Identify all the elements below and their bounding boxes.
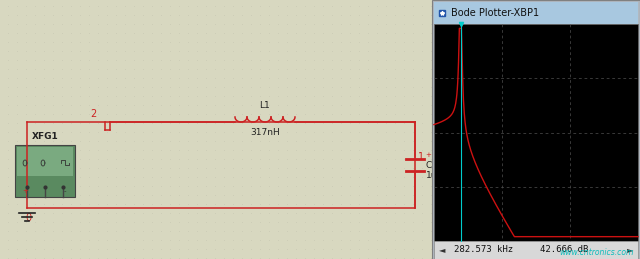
Text: ►: ► — [627, 246, 633, 255]
Text: www.cntronics.com: www.cntronics.com — [559, 248, 634, 257]
Text: 2: 2 — [90, 109, 96, 119]
Text: 1: 1 — [418, 152, 424, 162]
Text: 0: 0 — [25, 213, 31, 223]
Text: 317nH: 317nH — [250, 128, 280, 137]
Bar — [434, 24, 638, 241]
Text: 42.666 dB: 42.666 dB — [540, 246, 588, 255]
Bar — [434, 2, 638, 24]
Text: 282.573 kHz: 282.573 kHz — [454, 246, 513, 255]
Bar — [434, 241, 638, 259]
Text: C1: C1 — [426, 161, 438, 169]
Text: XFG1: XFG1 — [31, 132, 58, 141]
Text: ◄: ◄ — [439, 246, 445, 255]
Bar — [17, 147, 73, 176]
Text: +: + — [425, 152, 431, 158]
Bar — [432, 0, 640, 259]
Text: Bode Plotter-XBP1: Bode Plotter-XBP1 — [451, 8, 539, 18]
Text: 1uF: 1uF — [426, 170, 443, 179]
Text: -: - — [64, 188, 67, 194]
Text: L1: L1 — [260, 101, 270, 110]
Bar — [0, 0, 434, 259]
Text: +: + — [22, 188, 28, 194]
Bar — [15, 145, 75, 197]
